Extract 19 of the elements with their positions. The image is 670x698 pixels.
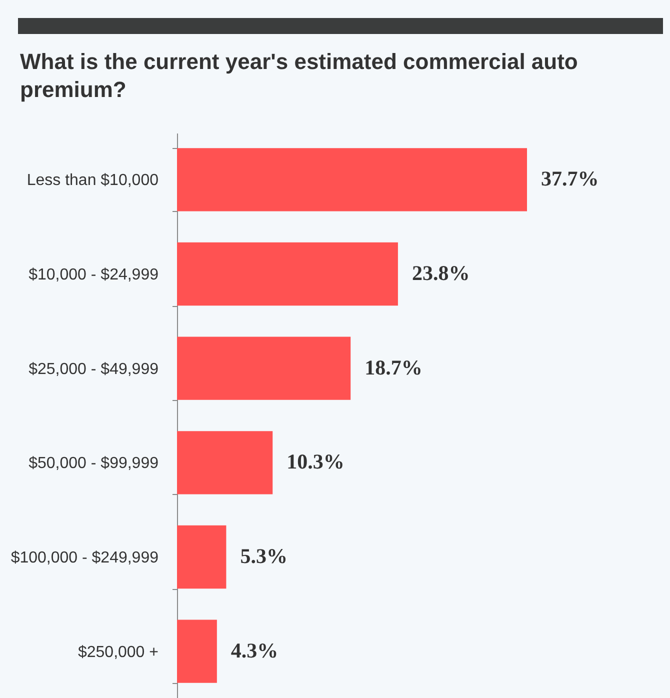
bar: [177, 242, 398, 306]
bar: [177, 148, 527, 212]
y-tick-label: $100,000 - $249,999: [10, 549, 159, 566]
data-label: 37.7%: [541, 166, 599, 191]
data-label: 18.7%: [364, 355, 422, 380]
data-label: 10.3%: [286, 450, 344, 474]
bar: [177, 431, 273, 494]
bar: [177, 620, 217, 683]
data-label: 5.3%: [240, 544, 288, 568]
bar: [177, 336, 351, 400]
data-label: 4.3%: [230, 638, 278, 662]
y-tick-label: $50,000 - $99,999: [28, 455, 159, 472]
y-tick-label: $250,000 +: [78, 644, 158, 661]
y-tick-label: $10,000 - $24,999: [28, 266, 159, 284]
y-tick-label: $25,000 - $49,999: [28, 360, 159, 378]
data-label: 23.8%: [412, 261, 470, 286]
chart-title: What is the current year's estimated commercial auto premium?: [20, 48, 579, 104]
y-tick-label: Less than $10,000: [26, 172, 159, 190]
bar: [177, 525, 226, 589]
